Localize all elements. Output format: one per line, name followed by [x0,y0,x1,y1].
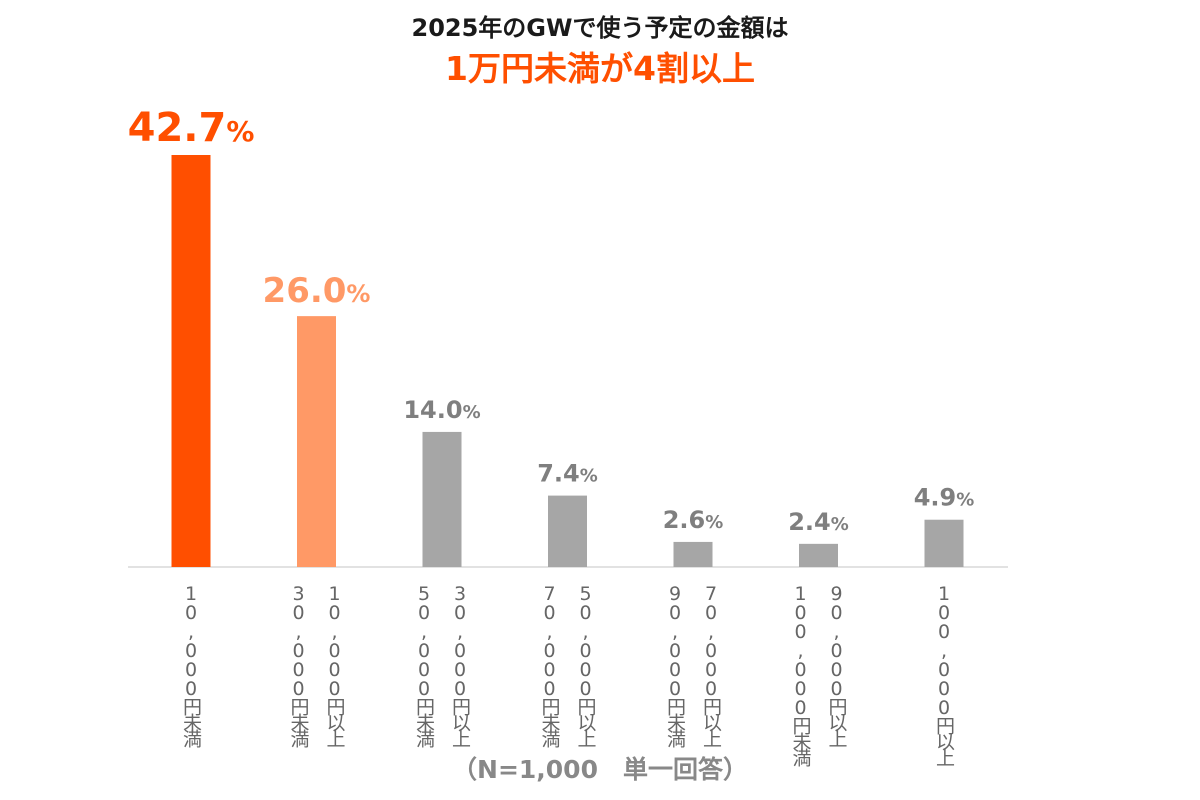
data-label-4: 7.4% [537,460,598,488]
chart-title: 2025年のGWで使う予定の金額は [411,14,789,42]
chart-subtitle: 1万円未満が4割以上 [445,49,755,88]
category-label-2-line-1: 10,000円以上 [324,583,346,747]
footnote: （N=1,000 単一回答） [452,755,748,784]
data-label-1: 42.7% [128,105,255,151]
bar-3 [422,431,462,567]
category-label-3-line-2: 50,000円未満 [413,583,435,749]
category-label-6-line-2: 100,000円未満 [790,583,812,768]
bar-2 [297,316,336,567]
data-label-3: 14.0% [403,396,480,424]
category-label-4-line-1: 50,000円以上 [575,583,597,747]
bar-1 [171,155,211,567]
data-label-2: 26.0% [263,271,371,311]
data-label-7: 4.9% [914,484,975,512]
data-label-5: 2.6% [663,506,724,534]
category-label-7: 100,000円以上 [933,583,955,766]
category-label-4-line-2: 70,000円未満 [539,583,561,749]
category-label-2-line-2: 30,000円未満 [288,583,310,749]
bar-4 [548,495,587,567]
category-label-5-line-2: 90,000円未満 [664,583,686,749]
category-label-3-line-1: 30,000円以上 [449,583,471,747]
category-label-5-line-1: 70,000円以上 [700,583,722,747]
bar-7 [924,519,964,567]
category-label-6-line-1: 90,000円以上 [826,583,848,747]
bar-5 [673,541,713,567]
bar-6 [799,543,838,567]
category-label-1: 10,000円未満 [180,583,202,749]
data-label-6: 2.4% [788,508,849,536]
